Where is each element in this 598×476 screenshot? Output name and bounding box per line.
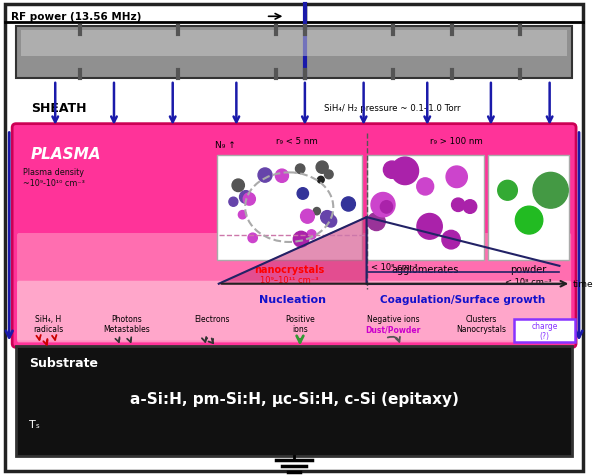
Circle shape (243, 193, 255, 206)
Text: Negative ions: Negative ions (367, 314, 419, 323)
Text: SiH₄, H
radicals: SiH₄, H radicals (33, 314, 63, 333)
Text: Tₛ: Tₛ (29, 419, 39, 429)
Circle shape (316, 162, 328, 174)
Circle shape (248, 234, 257, 243)
Text: agglomerates: agglomerates (392, 264, 459, 274)
Text: < 10⁸ cm⁻³: < 10⁸ cm⁻³ (505, 277, 551, 286)
Text: r₉ < 5 nm: r₉ < 5 nm (276, 136, 318, 145)
Text: < 10⁸ cm⁻³: < 10⁸ cm⁻³ (371, 262, 418, 271)
FancyBboxPatch shape (12, 124, 576, 347)
Circle shape (313, 208, 321, 215)
Text: Electrons: Electrons (194, 314, 230, 323)
Text: Positive
ions: Positive ions (285, 314, 315, 333)
Text: RF power (13.56 MHz): RF power (13.56 MHz) (11, 12, 142, 22)
Text: Photons
Metastables: Photons Metastables (103, 314, 150, 333)
Text: time: time (573, 279, 594, 288)
Circle shape (417, 214, 443, 240)
Text: Clusters
Nanocrystals: Clusters Nanocrystals (456, 314, 506, 333)
Circle shape (258, 169, 272, 183)
Circle shape (239, 211, 246, 219)
Circle shape (293, 232, 309, 248)
Circle shape (229, 198, 238, 207)
Circle shape (327, 212, 332, 218)
Text: N₉ ↑: N₉ ↑ (215, 140, 236, 149)
Circle shape (325, 170, 333, 179)
Text: Plasma density
~10⁹-10¹⁰ cm⁻³: Plasma density ~10⁹-10¹⁰ cm⁻³ (23, 168, 85, 188)
Bar (16, 347, 572, 456)
Circle shape (297, 188, 309, 200)
Text: Dust/Powder: Dust/Powder (365, 325, 420, 334)
FancyBboxPatch shape (17, 281, 571, 343)
Circle shape (533, 173, 568, 209)
Text: Substrate: Substrate (29, 357, 98, 369)
Circle shape (318, 177, 324, 184)
Bar (367, 156, 484, 260)
Circle shape (392, 158, 419, 185)
Circle shape (463, 200, 477, 214)
Circle shape (245, 196, 252, 203)
Text: SiH₄/ H₂ pressure ~ 0.1–1.0 Torr: SiH₄/ H₂ pressure ~ 0.1–1.0 Torr (325, 104, 461, 113)
Circle shape (515, 207, 543, 235)
Circle shape (417, 178, 434, 196)
Circle shape (240, 191, 252, 204)
Circle shape (307, 230, 316, 239)
Text: Nucleation: Nucleation (259, 294, 326, 304)
Text: Coagulation/Surface growth: Coagulation/Surface growth (380, 294, 545, 304)
Circle shape (325, 216, 337, 228)
Bar (21, 31, 568, 57)
Bar (488, 156, 569, 260)
Circle shape (341, 198, 355, 212)
Text: charge
(?): charge (?) (532, 321, 558, 340)
Text: 10⁹–10¹¹ cm⁻³: 10⁹–10¹¹ cm⁻³ (260, 275, 319, 284)
Text: SHEATH: SHEATH (30, 102, 86, 115)
Circle shape (232, 179, 245, 192)
Polygon shape (219, 218, 367, 284)
Circle shape (380, 201, 392, 214)
Circle shape (295, 165, 305, 174)
Circle shape (451, 198, 465, 212)
Bar (16, 27, 572, 79)
Bar (216, 156, 362, 260)
Circle shape (446, 167, 467, 188)
Text: a-Si:H, pm-Si:H, μc-Si:H, c-Si (epitaxy): a-Si:H, pm-Si:H, μc-Si:H, c-Si (epitaxy) (130, 391, 459, 406)
Circle shape (368, 213, 385, 231)
Circle shape (383, 162, 401, 179)
FancyBboxPatch shape (514, 319, 575, 343)
Circle shape (321, 211, 334, 224)
Circle shape (276, 170, 288, 183)
Circle shape (442, 231, 460, 249)
Text: PLASMA: PLASMA (30, 146, 101, 161)
Text: nanocrystals: nanocrystals (254, 264, 324, 274)
Circle shape (398, 160, 414, 177)
Text: r₉ > 100 nm: r₉ > 100 nm (430, 136, 483, 145)
Circle shape (301, 210, 315, 224)
Circle shape (498, 181, 517, 201)
FancyBboxPatch shape (17, 234, 571, 341)
Text: powder: powder (510, 264, 546, 274)
Circle shape (371, 193, 395, 218)
